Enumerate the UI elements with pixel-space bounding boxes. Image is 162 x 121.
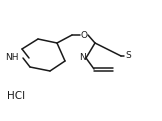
Text: S: S (125, 52, 131, 60)
Text: HCl: HCl (7, 91, 25, 101)
Text: NH: NH (5, 53, 19, 63)
Text: N: N (79, 53, 85, 63)
Text: O: O (81, 30, 87, 39)
